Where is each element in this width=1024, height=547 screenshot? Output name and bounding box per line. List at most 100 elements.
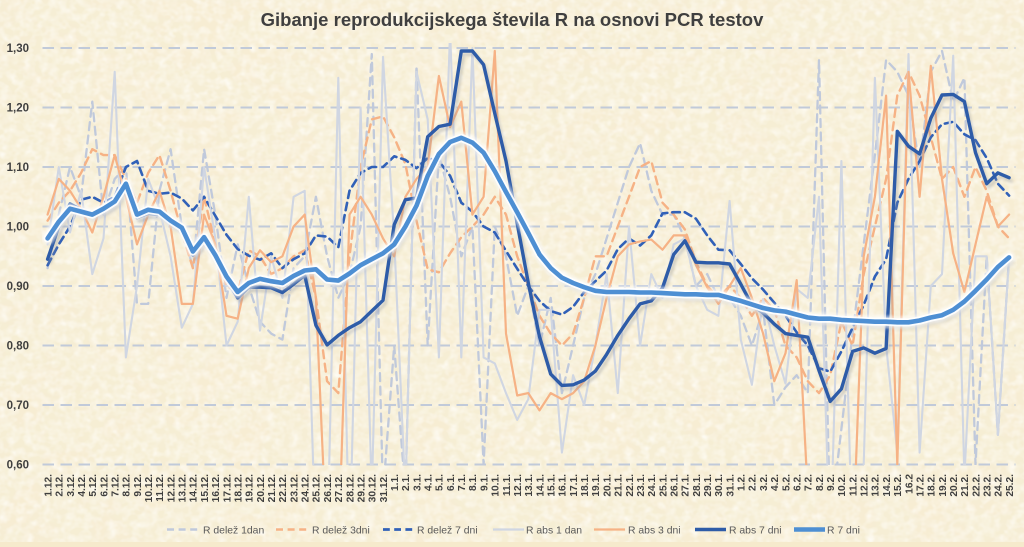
svg-text:1,20: 1,20 [7, 103, 29, 115]
svg-text:8.1.: 8.1. [468, 474, 479, 491]
svg-text:15.1.: 15.1. [547, 474, 558, 497]
svg-text:1,00: 1,00 [7, 222, 29, 234]
svg-text:30.1.: 30.1. [714, 474, 725, 497]
svg-text:13.2.: 13.2. [871, 474, 882, 497]
svg-text:29.12.: 29.12. [356, 474, 367, 502]
svg-text:25.12.: 25.12. [312, 474, 323, 502]
svg-text:25.2.: 25.2. [1005, 474, 1016, 497]
svg-text:22.1.: 22.1. [625, 474, 636, 497]
svg-text:24.1.: 24.1. [647, 474, 658, 497]
svg-text:10.2.: 10.2. [837, 474, 848, 497]
svg-text:7.2.: 7.2. [804, 474, 815, 491]
svg-text:5.2.: 5.2. [781, 474, 792, 491]
svg-text:14.2.: 14.2. [882, 474, 893, 497]
svg-text:3.1.: 3.1. [412, 474, 423, 491]
svg-text:R abs 1 dan: R abs 1 dan [526, 525, 582, 536]
svg-text:11.12.: 11.12. [155, 474, 166, 502]
svg-text:1.12.: 1.12. [43, 474, 54, 497]
svg-text:20.2.: 20.2. [949, 474, 960, 497]
svg-text:9.1.: 9.1. [479, 474, 490, 491]
svg-text:R delež 3dni: R delež 3dni [312, 525, 370, 536]
svg-text:20.12.: 20.12. [256, 474, 267, 502]
svg-text:23.2.: 23.2. [983, 474, 994, 497]
svg-text:1.1.: 1.1. [390, 474, 401, 491]
svg-text:12.1.: 12.1. [513, 474, 524, 497]
svg-text:Gibanje reprodukcijskega števi: Gibanje reprodukcijskega števila R na os… [261, 9, 764, 30]
svg-text:21.12.: 21.12. [267, 474, 278, 502]
svg-text:11.2.: 11.2. [848, 474, 859, 496]
svg-text:25.1.: 25.1. [658, 474, 669, 497]
svg-text:5.12.: 5.12. [88, 474, 99, 497]
svg-text:2.12.: 2.12. [55, 474, 66, 497]
svg-text:12.12.: 12.12. [166, 474, 177, 502]
svg-text:10.12.: 10.12. [144, 474, 155, 502]
svg-text:17.1.: 17.1. [569, 474, 580, 497]
svg-text:21.2.: 21.2. [960, 474, 971, 497]
svg-text:14.1.: 14.1. [535, 474, 546, 497]
svg-text:29.1.: 29.1. [703, 474, 714, 497]
svg-text:3.2.: 3.2. [759, 474, 770, 491]
svg-text:19.12.: 19.12. [245, 474, 256, 502]
svg-text:16.2: 16.2 [904, 474, 915, 494]
svg-text:8.2.: 8.2. [815, 474, 826, 491]
svg-text:18.1.: 18.1. [580, 474, 591, 497]
svg-text:26.1.: 26.1. [670, 474, 681, 497]
svg-text:18.12.: 18.12. [234, 474, 245, 502]
svg-text:24.2.: 24.2. [994, 474, 1005, 497]
svg-text:28.12.: 28.12. [345, 474, 356, 502]
svg-text:22.2.: 22.2. [971, 474, 982, 497]
svg-text:R delež 1dan: R delež 1dan [203, 525, 264, 536]
svg-text:21.1.: 21.1. [614, 474, 625, 497]
svg-text:18.2.: 18.2. [927, 474, 938, 497]
svg-text:30.12.: 30.12. [368, 474, 379, 502]
svg-text:24.12.: 24.12. [301, 474, 312, 502]
svg-text:3.12.: 3.12. [66, 474, 77, 497]
svg-text:20.1.: 20.1. [602, 474, 613, 497]
svg-text:28.1.: 28.1. [692, 474, 703, 497]
svg-text:12.2.: 12.2. [860, 474, 871, 497]
svg-text:4.1.: 4.1. [424, 474, 435, 491]
svg-text:16.1.: 16.1. [558, 474, 569, 497]
svg-text:9.12.: 9.12. [133, 474, 144, 497]
svg-text:15.2.: 15.2. [893, 474, 904, 497]
svg-text:27.12.: 27.12. [334, 474, 345, 502]
svg-text:6.12.: 6.12. [99, 474, 110, 497]
svg-text:7.1.: 7.1. [457, 474, 468, 491]
svg-text:R abs 7 dni: R abs 7 dni [729, 525, 782, 536]
svg-text:2.1.: 2.1. [401, 474, 412, 491]
svg-text:17.2.: 17.2. [915, 474, 926, 497]
svg-text:0,60: 0,60 [7, 460, 29, 472]
svg-text:13.1.: 13.1. [524, 474, 535, 497]
svg-text:0,80: 0,80 [7, 341, 29, 353]
svg-text:22.12.: 22.12. [278, 474, 289, 502]
svg-text:8.12.: 8.12. [122, 474, 133, 497]
svg-text:7.12.: 7.12. [111, 474, 122, 497]
svg-text:15.12.: 15.12. [200, 474, 211, 502]
svg-text:0,90: 0,90 [7, 281, 29, 293]
svg-text:9.2.: 9.2. [826, 474, 837, 491]
svg-text:11.1.: 11.1. [502, 474, 513, 496]
svg-text:17.12.: 17.12. [222, 474, 233, 502]
svg-text:14.12.: 14.12. [189, 474, 200, 502]
svg-text:R delež 7 dni: R delež 7 dni [417, 525, 478, 536]
svg-text:4.12.: 4.12. [77, 474, 88, 497]
svg-text:26.12.: 26.12. [323, 474, 334, 502]
svg-text:6.2.: 6.2. [793, 474, 804, 491]
svg-text:27.1.: 27.1. [681, 474, 692, 497]
svg-text:31.12.: 31.12. [379, 474, 390, 502]
svg-text:R 7 dni: R 7 dni [827, 525, 860, 536]
svg-text:1,30: 1,30 [7, 43, 29, 55]
svg-text:R abs 3 dni: R abs 3 dni [628, 525, 681, 536]
svg-text:1.2.: 1.2. [737, 474, 748, 491]
svg-text:31.1.: 31.1. [725, 474, 736, 497]
svg-text:2.2.: 2.2. [748, 474, 759, 491]
svg-text:16.12.: 16.12. [211, 474, 222, 502]
svg-text:13.12.: 13.12. [178, 474, 189, 502]
svg-text:23.1.: 23.1. [636, 474, 647, 497]
svg-text:4.2.: 4.2. [770, 474, 781, 491]
svg-text:6.1.: 6.1. [446, 474, 457, 491]
svg-text:19.2.: 19.2. [938, 474, 949, 497]
svg-text:0,70: 0,70 [7, 400, 29, 412]
svg-text:10.1.: 10.1. [491, 474, 502, 497]
svg-text:23.12.: 23.12. [289, 474, 300, 502]
